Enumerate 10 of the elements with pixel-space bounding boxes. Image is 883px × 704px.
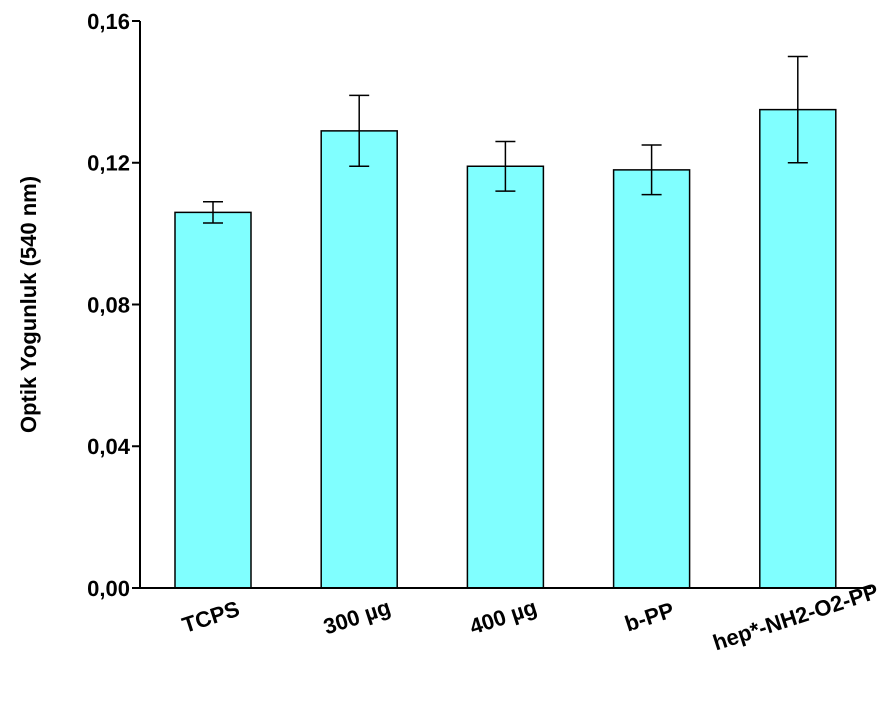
y-tick-label: 0,12: [87, 150, 130, 176]
x-tick-label: 300 µg: [320, 594, 394, 640]
x-tick-label: TCPS: [179, 596, 243, 638]
y-tick-label: 0,08: [87, 292, 130, 318]
y-tick-label: 0,00: [87, 576, 130, 601]
y-tick-label: 0,04: [87, 434, 131, 460]
x-tick-label: b-PP: [622, 597, 678, 636]
x-tick-label: 400 µg: [466, 594, 540, 640]
y-axis-title: Optik Yogunluk (540 nm): [16, 176, 41, 434]
y-tick-label: 0,16: [87, 8, 130, 34]
